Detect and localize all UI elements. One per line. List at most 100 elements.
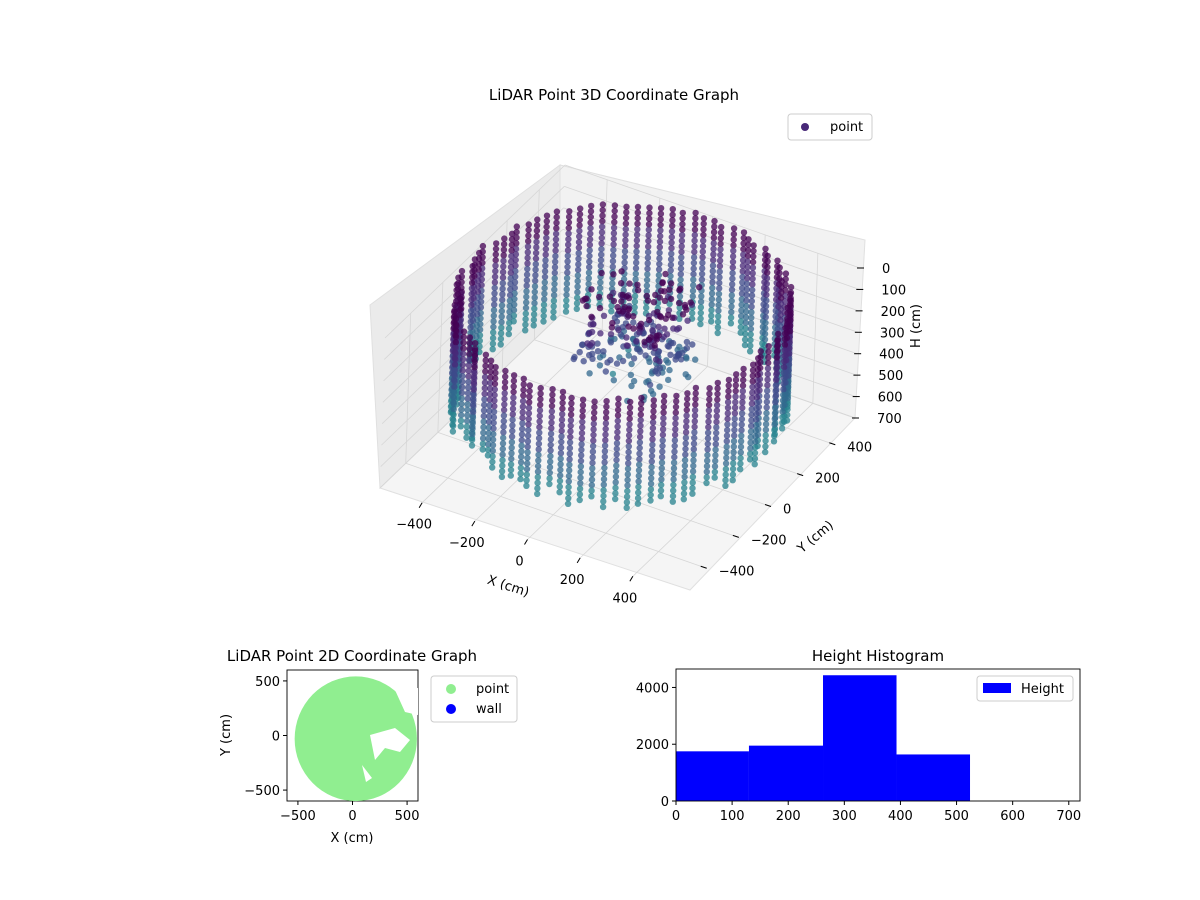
plot3d-point: [748, 422, 755, 430]
plot3d-point: [565, 489, 572, 496]
plot3d-point: [489, 464, 496, 471]
plot3d-point: [623, 334, 630, 341]
plot3d-point: [575, 244, 583, 251]
plot3d-point: [715, 307, 722, 314]
plot3d-point: [723, 432, 731, 439]
plot3d-point: [762, 426, 770, 433]
plot3d-legend-marker: [801, 123, 809, 131]
plot3d-point: [668, 245, 675, 252]
plot3d-point: [525, 221, 532, 228]
plot3d-point: [598, 223, 606, 230]
histogram-ticks: 0 100 200 300 400 500 600 700 0 2000 4000: [636, 681, 1081, 824]
plot3d-point: [625, 323, 632, 330]
plot3d-point: [590, 415, 598, 422]
plot3d-point: [738, 432, 745, 439]
plot3d-point: [468, 285, 476, 292]
plot3d-point: [664, 359, 672, 366]
plot3d-point: [492, 245, 500, 253]
plot3d-point: [524, 432, 532, 439]
plot3d-point: [518, 436, 525, 444]
plot3d-point: [697, 304, 705, 311]
plot3d-point: [643, 287, 650, 295]
plot3d-point: [700, 237, 707, 244]
plot3d-point: [778, 289, 785, 296]
plot3d-point: [747, 331, 754, 338]
plot3d-point: [683, 355, 690, 362]
plot3d-point: [509, 422, 516, 429]
plot3d-point: [764, 382, 771, 389]
plot3d-point: [520, 392, 527, 399]
plot3d-point: [517, 475, 524, 483]
plot3d-point: [573, 305, 580, 313]
plot3d-point: [633, 248, 640, 255]
plot3d-point: [690, 259, 698, 267]
plot3d-point: [626, 280, 633, 287]
plot3d-point: [531, 305, 538, 312]
histogram-bar: [676, 751, 749, 801]
plot3d-point: [740, 229, 748, 236]
plot3d-point: [541, 284, 548, 292]
plot3d-point: [706, 385, 713, 392]
plot3d-point: [692, 209, 699, 217]
plot3d-point: [743, 302, 750, 310]
plot3d-point: [517, 459, 525, 466]
plot3d-point: [670, 470, 677, 478]
plot3d-point: [661, 325, 668, 332]
plot3d-point: [691, 429, 698, 436]
plot3d-point: [482, 362, 489, 370]
plot2d-legend-label-wall: wall: [476, 702, 502, 717]
plot3d-point: [456, 295, 464, 302]
plot3d-point: [595, 293, 603, 301]
plot3d: LiDAR Point 3D Coordinate Graph −400 −200…: [369, 86, 924, 606]
plot3d-point: [586, 351, 593, 359]
plot3d-point: [779, 402, 786, 410]
plot3d-point: [565, 478, 572, 485]
plot3d-point: [499, 451, 506, 458]
plot3d-point: [558, 422, 566, 429]
plot3d-point: [542, 257, 549, 264]
plot3d-point: [660, 420, 667, 427]
plot3d-point: [602, 437, 609, 444]
plot3d-point: [557, 461, 564, 468]
plot3d-point: [565, 230, 572, 237]
histogram-ytick-label: 4000: [636, 681, 669, 696]
plot3d-point: [564, 269, 571, 276]
plot3d-point: [656, 294, 663, 301]
plot3d-point: [603, 403, 610, 410]
plot3d-point: [575, 261, 582, 268]
plot3d-point: [492, 369, 499, 376]
plot3d-point: [771, 410, 779, 417]
plot3d-point: [510, 377, 518, 385]
plot3d-point: [723, 449, 730, 456]
plot3d-point: [682, 451, 689, 458]
plot3d-point: [451, 372, 458, 379]
plot3d-point: [600, 487, 607, 494]
plot3d-point: [464, 395, 471, 402]
plot3d-point: [476, 249, 483, 257]
plot3d-point: [480, 407, 488, 414]
plot3d-point: [550, 297, 558, 304]
plot3d-point: [649, 441, 656, 448]
plot3d-ytick: [796, 473, 804, 477]
plot3d-point: [713, 413, 720, 420]
plot3d-point: [574, 272, 582, 279]
plot3d-point: [613, 445, 620, 453]
plot3d-point: [659, 448, 666, 455]
plot3d-point: [744, 247, 752, 254]
plot3d-point: [703, 463, 711, 470]
plot3d-point: [546, 464, 554, 471]
plot3d-point: [491, 386, 498, 393]
plot3d-point: [508, 444, 515, 451]
plot3d-point: [518, 448, 525, 455]
plot3d-point: [667, 267, 674, 274]
plot3d-point: [457, 417, 465, 424]
plot3d-xlabel: X (cm): [485, 573, 531, 601]
plot3d-point: [501, 395, 508, 403]
plot3d-point: [602, 368, 609, 375]
plot3d-point: [588, 487, 595, 494]
plot3d-point: [753, 394, 761, 401]
plot3d-point: [471, 353, 479, 360]
plot3d-gridline-y: [405, 462, 701, 567]
plot3d-gridline-z: [564, 164, 861, 269]
plot3d-point: [467, 324, 474, 331]
